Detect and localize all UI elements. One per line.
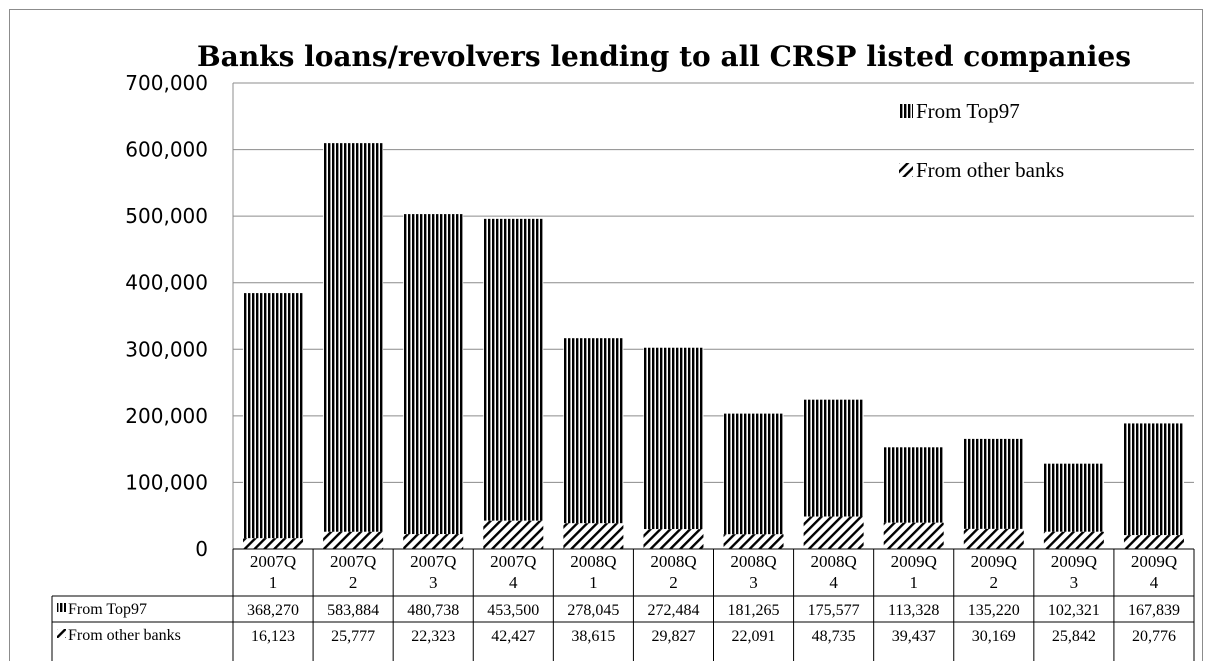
x-tick-label: 2008Q [570, 552, 616, 571]
data-label-top97: 368,270 [247, 602, 299, 619]
table-swatch-top97 [57, 603, 66, 612]
table-row-label-other-banks: From other banks [68, 627, 181, 644]
data-label-other-banks: 20,776 [1132, 628, 1176, 645]
bar-other-banks [1123, 535, 1184, 549]
bar-top97 [323, 143, 384, 532]
y-tick-label: 400,000 [125, 271, 208, 295]
x-tick-label: 2009Q [1131, 552, 1177, 571]
bar-top97 [403, 214, 464, 535]
bar-top97 [1123, 423, 1184, 536]
bar-top97 [243, 293, 304, 539]
bar-other-banks [723, 534, 784, 549]
table-row-label-top97: From Top97 [68, 601, 147, 618]
x-tick-label: 2 [669, 573, 678, 592]
data-label-top97: 175,577 [808, 602, 860, 619]
y-tick-label: 100,000 [125, 470, 208, 494]
bar-top97 [563, 338, 624, 524]
bar-other-banks [403, 534, 464, 549]
data-label-other-banks: 42,427 [491, 628, 535, 645]
data-label-top97: 135,220 [968, 602, 1020, 619]
x-tick-label: 4 [509, 573, 518, 592]
bars [243, 143, 1184, 549]
bar-other-banks [883, 522, 944, 549]
bar-other-banks [963, 528, 1024, 549]
data-table: 2007Q 1 368,270 16,123 2007Q 2 583,884 25,777 20… [51, 548, 1195, 661]
x-tick-label: 3 [1070, 573, 1079, 592]
x-tick-label: 2009Q [1051, 552, 1097, 571]
bar-top97 [643, 347, 704, 530]
data-label-other-banks: 48,735 [812, 628, 856, 645]
x-tick-label: 4 [1150, 573, 1159, 592]
legend: From Top97 From other banks [899, 99, 1064, 182]
y-tick-label: 300,000 [125, 337, 208, 361]
x-tick-label: 2007Q [490, 552, 536, 571]
x-tick-label: 3 [429, 573, 438, 592]
legend-item-other: From other banks [899, 158, 1064, 182]
x-tick-label: 1 [269, 573, 278, 592]
bar-other-banks [1043, 531, 1104, 549]
data-label-other-banks: 25,777 [331, 628, 375, 645]
x-tick-label: 2007Q [330, 552, 376, 571]
bar-other-banks [323, 531, 384, 549]
x-tick-label: 2008Q [730, 552, 776, 571]
legend-label-top97: From Top97 [916, 99, 1020, 123]
bar-other-banks [803, 516, 864, 549]
chart-frame [9, 9, 1203, 661]
data-label-top97: 583,884 [327, 602, 379, 619]
bar-top97 [483, 218, 544, 521]
data-label-other-banks: 30,169 [972, 628, 1016, 645]
x-tick-label: 2 [990, 573, 999, 592]
x-tick-label: 1 [589, 573, 598, 592]
data-label-top97: 181,265 [728, 602, 780, 619]
data-label-top97: 167,839 [1128, 602, 1180, 619]
legend-label-other: From other banks [916, 158, 1064, 182]
bar-other-banks [563, 523, 624, 549]
y-axis: 0 100,000 200,000 300,000 400,000 500,000 600,… [125, 71, 234, 561]
table-swatch-other-banks [57, 629, 66, 638]
y-tick-label: 500,000 [125, 204, 208, 228]
data-label-top97: 453,500 [487, 602, 539, 619]
data-label-top97: 272,484 [647, 602, 699, 619]
x-tick-label: 2009Q [891, 552, 937, 571]
bar-other-banks [243, 538, 304, 549]
y-tick-label: 700,000 [125, 71, 208, 95]
legend-swatch-top97 [899, 104, 913, 118]
legend-swatch-other [899, 163, 913, 177]
bar-other-banks [483, 520, 544, 549]
x-tick-label: 2008Q [650, 552, 696, 571]
x-tick-label: 2007Q [250, 552, 296, 571]
data-label-top97: 113,328 [888, 602, 939, 619]
bar-top97 [803, 399, 864, 517]
bar-top97 [723, 413, 784, 535]
y-tick-label: 200,000 [125, 404, 208, 428]
bar-other-banks [643, 529, 704, 549]
y-tick-label: 600,000 [125, 138, 208, 162]
bar-top97 [1043, 463, 1104, 532]
data-label-other-banks: 16,123 [251, 628, 295, 645]
data-label-other-banks: 39,437 [892, 628, 936, 645]
data-label-other-banks: 29,827 [651, 628, 695, 645]
x-tick-label: 3 [749, 573, 758, 592]
x-tick-label: 1 [909, 573, 918, 592]
legend-item-top97: From Top97 [899, 99, 1020, 123]
bar-top97 [963, 438, 1024, 529]
data-label-other-banks: 38,615 [571, 628, 615, 645]
x-tick-label: 4 [829, 573, 838, 592]
x-tick-label: 2009Q [971, 552, 1017, 571]
bar-top97 [883, 447, 944, 523]
x-tick-label: 2008Q [810, 552, 856, 571]
y-tick-label: 0 [195, 537, 208, 561]
x-tick-label: 2 [349, 573, 358, 592]
data-label-top97: 480,738 [407, 602, 459, 619]
data-label-top97: 278,045 [567, 602, 619, 619]
chart-title: Banks loans/revolvers lending to all CRS… [197, 40, 1131, 73]
data-label-top97: 102,321 [1048, 602, 1100, 619]
data-label-other-banks: 22,323 [411, 628, 455, 645]
data-label-other-banks: 25,842 [1052, 628, 1096, 645]
data-label-other-banks: 22,091 [732, 628, 776, 645]
x-tick-label: 2007Q [410, 552, 456, 571]
